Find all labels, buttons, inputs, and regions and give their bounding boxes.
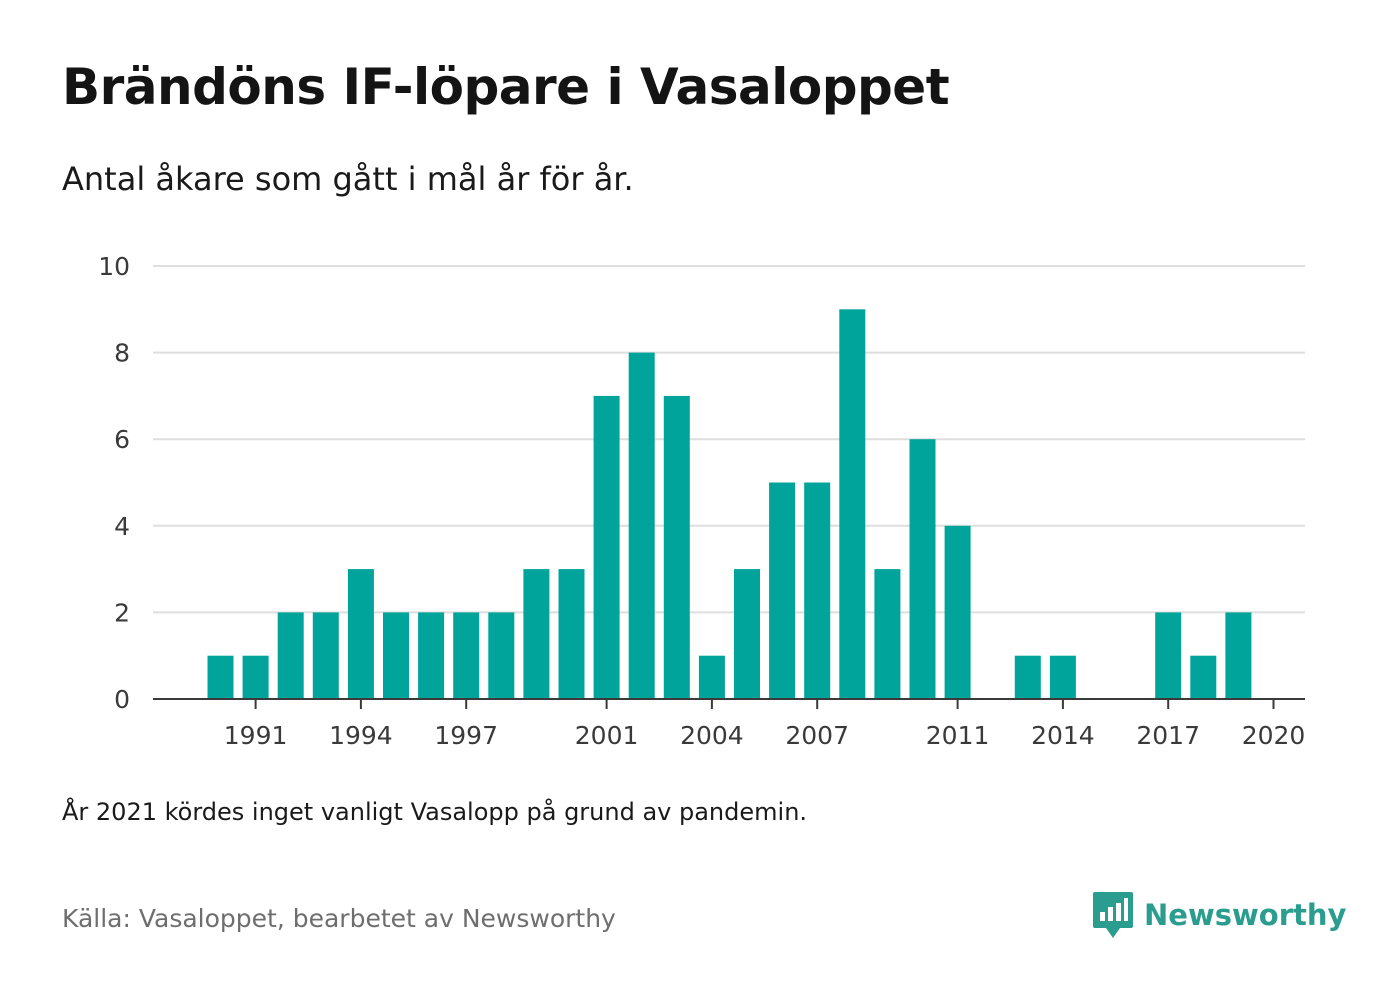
x-tick-label-2004: 2004 [680,721,744,750]
x-tick-label-1994: 1994 [329,721,393,750]
bar-1992 [277,612,304,699]
bars [207,309,1252,699]
bar-2009 [874,569,901,699]
bar-2000 [558,569,585,699]
bar-2001 [593,395,620,699]
chart-subtitle: Antal åkare som gått i mål år för år. [62,160,634,198]
axes: 0 2 4 6 8 10 1991 1994 1997 2001 2004 2007 2011 2014 2… [98,252,1305,750]
bar-2002 [628,352,655,699]
bar-2006 [769,482,796,699]
bar-1994 [347,569,374,699]
bar-1999 [523,569,550,699]
y-tick-label-8: 8 [114,339,130,368]
bar-2014 [1049,655,1076,699]
bar-2010 [909,439,936,699]
x-tick-label-2020: 2020 [1242,721,1306,750]
y-tick-label-2: 2 [114,598,130,627]
x-tick-label-2011: 2011 [926,721,990,750]
bar-1990 [207,655,234,699]
bar-2004 [698,655,725,699]
bar-2007 [804,482,831,699]
chart-title: Brändöns IF-löpare i Vasaloppet [62,58,950,116]
source-credit: Källa: Vasaloppet, bearbetet av Newswort… [62,904,616,933]
bar-2018 [1190,655,1217,699]
bar-2005 [734,569,760,699]
x-tick-label-1997: 1997 [434,721,498,750]
bar-1998 [488,612,515,699]
bar-1996 [418,612,445,699]
x-tick-label-2014: 2014 [1031,721,1095,750]
x-tick-label-2017: 2017 [1136,721,1200,750]
y-tick-label-0: 0 [114,685,130,714]
bar-1991 [242,655,269,699]
bar-chart: 0 2 4 6 8 10 1991 1994 1997 2001 2004 2007 2011 2014 2… [98,252,1305,750]
bar-2003 [663,395,690,699]
bar-2017 [1155,612,1182,699]
bar-1993 [312,612,339,699]
x-tick-label-2007: 2007 [785,721,849,750]
bar-2019 [1225,612,1252,699]
bar-2011 [944,525,971,699]
brand-name: Newsworthy [1144,898,1347,932]
brand-logo: Newsworthy [1092,890,1346,940]
gridlines [153,265,1305,614]
x-tick-label-2001: 2001 [575,721,639,750]
y-tick-label-4: 4 [114,512,130,541]
x-tick-label-1991: 1991 [224,721,288,750]
bar-2013 [1014,655,1041,699]
y-tick-label-10: 10 [98,252,130,281]
newsworthy-logo-icon [1093,892,1133,938]
bar-1997 [453,612,480,699]
y-tick-label-6: 6 [114,425,130,454]
bar-2008 [839,309,866,699]
chart-footnote: År 2021 kördes inget vanligt Vasalopp på… [62,798,808,826]
bar-1995 [383,612,409,699]
